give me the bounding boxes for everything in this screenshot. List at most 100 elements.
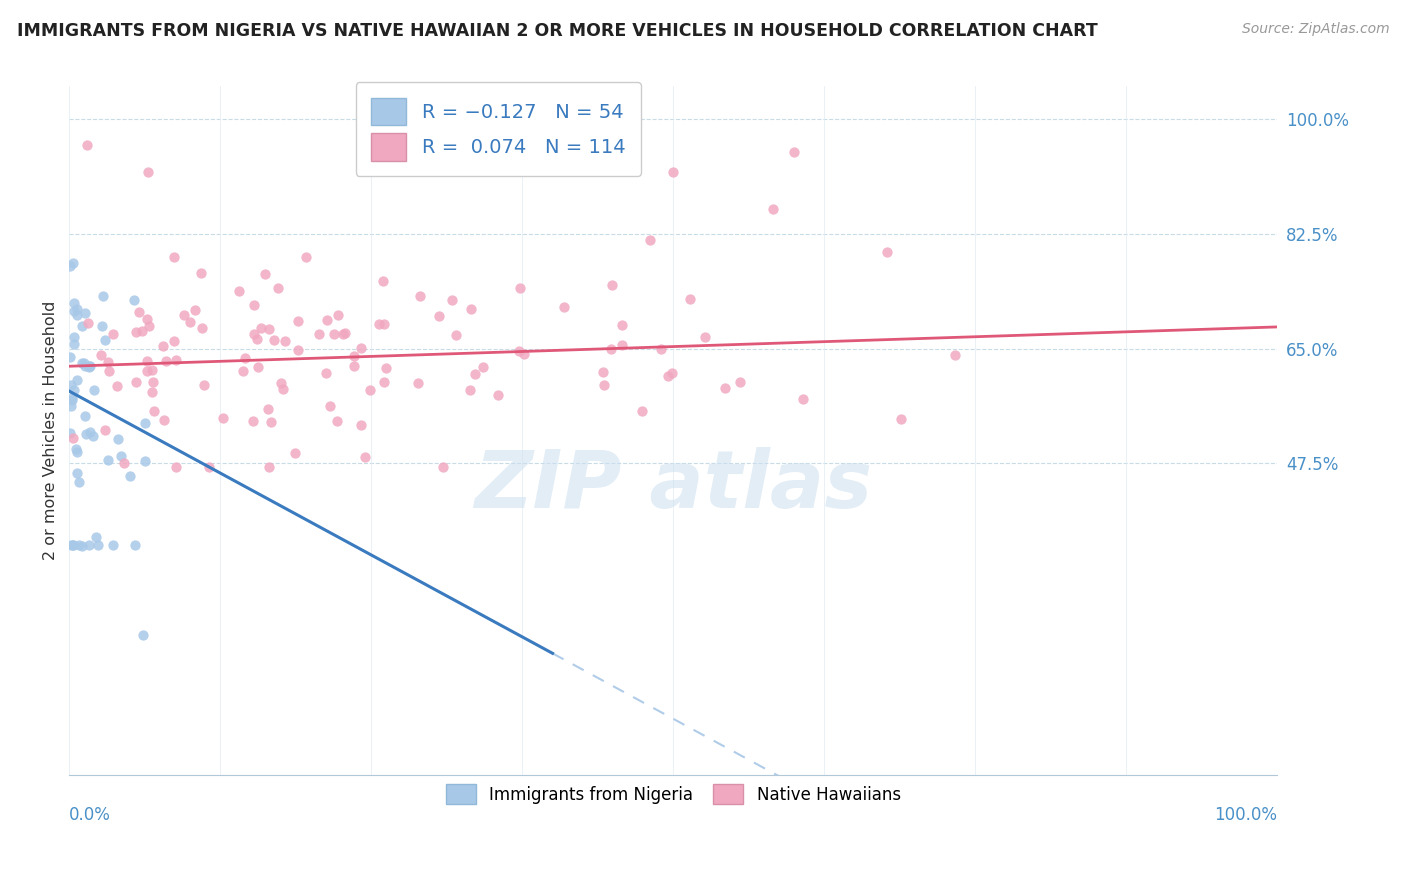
Point	[142, 375, 165, 389]
Point	[335, 326, 357, 340]
Point	[212, 410, 235, 425]
Point	[792, 392, 814, 406]
Point	[141, 384, 163, 399]
Point	[638, 234, 661, 248]
Point	[693, 330, 716, 344]
Point	[890, 412, 912, 426]
Point	[62, 296, 84, 310]
Point	[134, 416, 156, 430]
Point	[354, 450, 377, 464]
Legend: Immigrants from Nigeria, Native Hawaiians: Immigrants from Nigeria, Native Hawaiian…	[439, 777, 907, 811]
Point	[84, 530, 107, 544]
Point	[242, 414, 264, 428]
Point	[408, 289, 430, 303]
Point	[318, 399, 340, 413]
Point	[267, 280, 290, 294]
Text: 100.0%: 100.0%	[1215, 805, 1278, 823]
Point	[110, 449, 132, 463]
Point	[59, 350, 82, 364]
Point	[191, 321, 214, 335]
Point	[359, 383, 381, 397]
Text: IMMIGRANTS FROM NIGERIA VS NATIVE HAWAIIAN 2 OR MORE VEHICLES IN HOUSEHOLD CORRE: IMMIGRANTS FROM NIGERIA VS NATIVE HAWAII…	[17, 22, 1098, 40]
Point	[76, 138, 98, 153]
Point	[287, 314, 309, 328]
Point	[163, 334, 186, 348]
Point	[661, 366, 683, 380]
Point	[374, 361, 396, 376]
Point	[242, 298, 264, 312]
Point	[112, 456, 135, 470]
Point	[125, 375, 148, 389]
Point	[70, 356, 93, 370]
Point	[612, 318, 634, 332]
Point	[254, 268, 277, 282]
Point	[62, 336, 84, 351]
Point	[270, 376, 292, 390]
Point	[373, 318, 395, 332]
Point	[97, 453, 120, 467]
Point	[257, 322, 280, 336]
Point	[762, 202, 785, 216]
Point	[87, 538, 110, 552]
Point	[444, 327, 467, 342]
Point	[441, 293, 464, 308]
Point	[131, 324, 153, 338]
Point	[134, 454, 156, 468]
Point	[155, 353, 177, 368]
Point	[408, 376, 430, 391]
Point	[94, 333, 117, 347]
Point	[62, 256, 84, 270]
Point	[143, 404, 166, 418]
Point	[75, 427, 97, 442]
Point	[460, 301, 482, 316]
Point	[233, 351, 256, 365]
Point	[90, 348, 112, 362]
Point	[97, 355, 120, 369]
Point	[63, 383, 86, 397]
Point	[316, 312, 339, 326]
Point	[471, 360, 494, 375]
Text: ZIP atlas: ZIP atlas	[474, 447, 872, 524]
Point	[141, 363, 163, 377]
Point	[66, 467, 89, 481]
Point	[165, 353, 187, 368]
Point	[315, 366, 337, 380]
Point	[350, 341, 373, 355]
Point	[460, 383, 482, 397]
Point	[165, 459, 187, 474]
Point	[136, 364, 159, 378]
Point	[630, 403, 652, 417]
Point	[260, 416, 283, 430]
Point	[427, 309, 450, 323]
Point	[135, 312, 157, 326]
Point	[179, 315, 201, 329]
Point	[593, 378, 616, 392]
Point	[163, 251, 186, 265]
Point	[350, 417, 373, 432]
Point	[783, 145, 806, 159]
Point	[343, 349, 366, 363]
Point	[246, 359, 269, 374]
Point	[242, 326, 264, 341]
Point	[592, 365, 614, 379]
Point	[70, 539, 93, 553]
Point	[599, 343, 621, 357]
Point	[75, 359, 97, 373]
Point	[60, 399, 83, 413]
Point	[59, 538, 82, 552]
Point	[83, 384, 105, 398]
Point	[232, 364, 254, 378]
Point	[728, 375, 751, 389]
Point	[62, 431, 84, 445]
Point	[650, 343, 672, 357]
Point	[153, 413, 176, 427]
Point	[62, 391, 84, 405]
Point	[326, 308, 349, 322]
Point	[105, 379, 128, 393]
Point	[945, 348, 967, 362]
Point	[101, 538, 124, 552]
Point	[257, 459, 280, 474]
Point	[657, 368, 679, 383]
Point	[90, 319, 112, 334]
Point	[284, 445, 307, 459]
